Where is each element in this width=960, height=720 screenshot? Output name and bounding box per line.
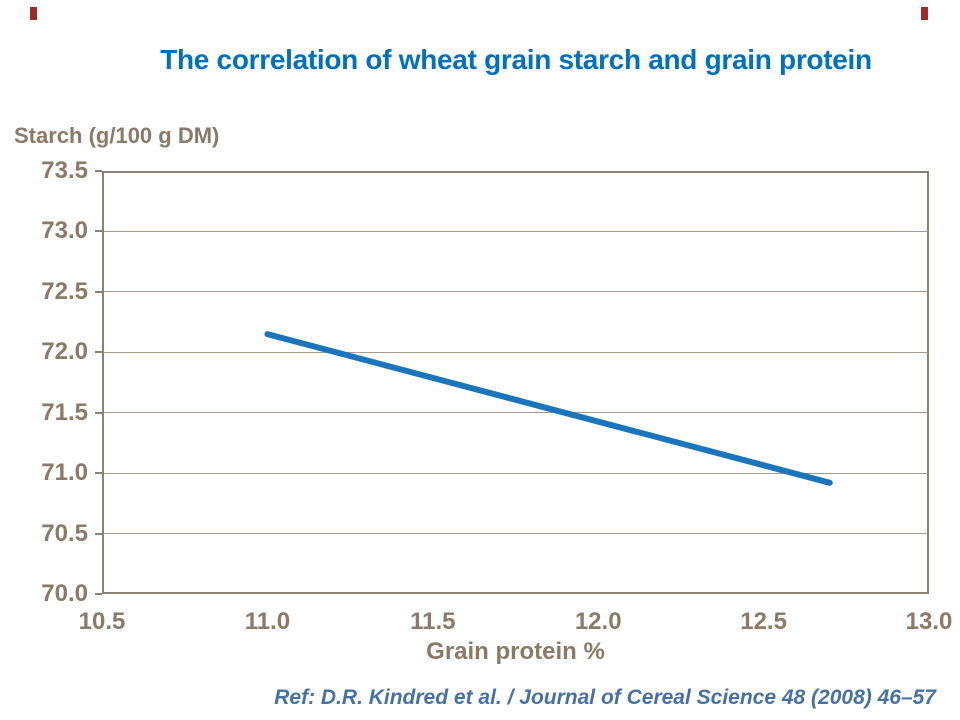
y-tick-mark [95, 351, 102, 354]
x-tick-label: 13.0 [905, 608, 953, 635]
x-tick-label: 10.5 [78, 608, 126, 635]
y-tick-mark [95, 472, 102, 475]
y-gridline [104, 230, 927, 232]
reference-citation: Ref: D.R. Kindred et al. / Journal of Ce… [274, 686, 936, 709]
x-tick-label: 12.5 [740, 608, 787, 635]
y-tick-mark [95, 411, 102, 414]
y-tick-label: 72.0 [41, 338, 88, 366]
x-axis-title: Grain protein % [426, 638, 605, 665]
x-tick-label: 11.5 [410, 608, 456, 635]
y-tick-label: 73.0 [41, 217, 88, 245]
y-gridline [104, 351, 927, 353]
y-gridline [104, 472, 927, 474]
y-axis-title: Starch (g/100 g DM) [14, 123, 220, 148]
y-gridline [104, 291, 927, 293]
x-tick-label: 11.0 [244, 608, 291, 635]
y-tick-mark [95, 290, 102, 293]
y-gridline [104, 412, 927, 414]
y-tick-label: 71.5 [41, 398, 88, 426]
y-tick-mark [95, 170, 102, 172]
y-tick-label: 70.5 [41, 519, 88, 547]
corner-accent-left [30, 7, 37, 20]
y-tick-label: 71.0 [41, 459, 88, 487]
y-tick-mark [95, 593, 102, 595]
y-tick-mark [95, 532, 102, 535]
y-tick-label: 70.0 [41, 580, 88, 607]
corner-accent-right [921, 7, 928, 20]
y-tick-mark [95, 230, 102, 233]
y-tick-label: 72.5 [41, 277, 88, 305]
x-tick-label: 12.0 [574, 608, 622, 635]
chart-title: The correlation of wheat grain starch an… [160, 44, 872, 75]
y-gridline [104, 533, 927, 535]
y-tick-label: 73.5 [41, 157, 88, 184]
plot-area [102, 171, 929, 594]
